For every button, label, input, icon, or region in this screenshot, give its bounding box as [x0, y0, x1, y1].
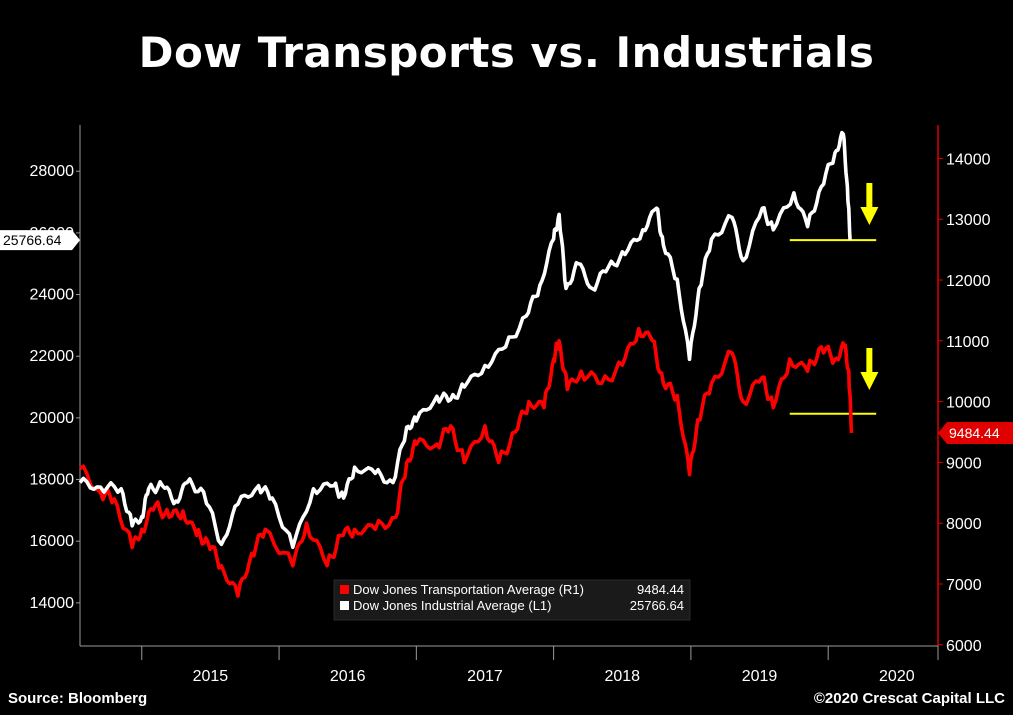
legend-swatch	[340, 601, 349, 610]
left-tick-label: 28000	[30, 163, 75, 180]
industrial-value-flag-text: 25766.64	[3, 232, 62, 248]
left-tick-label: 18000	[30, 472, 75, 489]
annotations	[789, 183, 879, 415]
legend-swatch	[340, 585, 349, 594]
right-tick-label: 13000	[946, 212, 991, 229]
x-tick-label: 2017	[467, 668, 503, 685]
right-tick-label: 14000	[946, 151, 991, 168]
chart-title: Dow Transports vs. Industrials	[138, 28, 875, 77]
legend: Dow Jones Transportation Average (R1) 948…	[333, 579, 691, 621]
value-flags: 25766.64 9484.44	[0, 230, 1013, 444]
left-tick-label: 20000	[30, 410, 75, 427]
x-tick-label: 2019	[742, 668, 778, 685]
legend-label: Dow Jones Industrial Average (L1)	[353, 598, 551, 613]
industrial-value-flag	[0, 230, 80, 251]
right-tick-label: 12000	[946, 273, 991, 290]
down-arrow-icon	[860, 372, 879, 390]
left-tick-label: 24000	[30, 287, 75, 304]
transport-value-flag-text: 9484.44	[949, 425, 1000, 441]
industrial-series-line	[78, 130, 852, 550]
down-arrow-icon	[860, 207, 879, 225]
legend-box	[333, 579, 691, 621]
right-tick-label: 6000	[946, 638, 982, 655]
left-tick-label: 16000	[30, 533, 75, 550]
down-arrow-icon	[866, 348, 873, 374]
right-tick-label: 8000	[946, 516, 982, 533]
right-tick-label: 11000	[946, 334, 989, 351]
x-tick-label: 2016	[330, 668, 366, 685]
right-tick-label: 7000	[946, 577, 982, 594]
legend-value: 9484.44	[637, 582, 684, 597]
transport-series-line	[78, 326, 854, 598]
legend-value: 25766.64	[630, 598, 684, 613]
right-tick-label: 9000	[946, 455, 982, 472]
left-tick-label: 14000	[30, 595, 75, 612]
x-tick-label: 2015	[193, 668, 229, 685]
series-lines	[78, 130, 854, 598]
legend-label: Dow Jones Transportation Average (R1)	[353, 582, 584, 597]
transport-value-flag	[938, 421, 1013, 444]
x-tick-label: 2018	[604, 668, 640, 685]
down-arrow-icon	[866, 183, 873, 209]
copyright-note: ©2020 Crescat Capital LLC	[813, 690, 1005, 707]
left-tick-label: 22000	[30, 348, 75, 365]
right-tick-label: 10000	[946, 395, 991, 412]
x-tick-label: 2020	[879, 668, 915, 685]
source-note: Source: Bloomberg	[8, 690, 148, 707]
